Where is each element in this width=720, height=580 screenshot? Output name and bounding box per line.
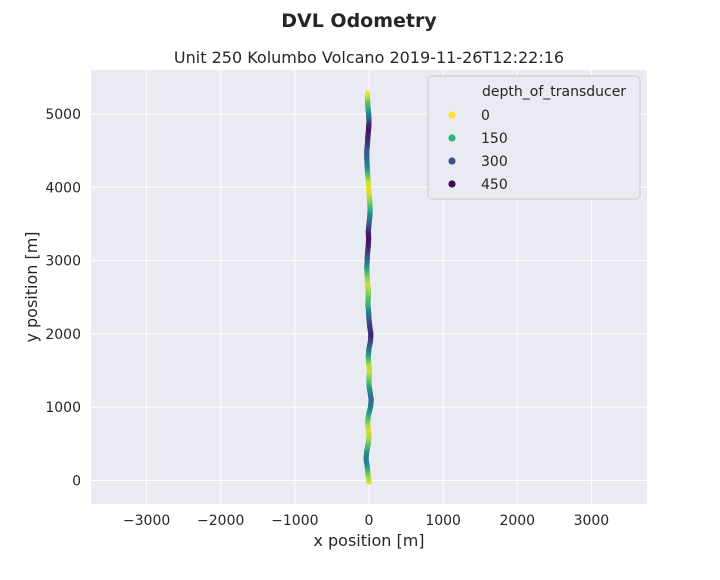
y-tick-labels: 0 1000 2000 3000 4000 5000: [45, 107, 81, 490]
legend-box: [427, 75, 641, 200]
y-tick-label: 0: [72, 474, 81, 490]
x-tick-label: 0: [365, 513, 374, 529]
legend-label: 450: [481, 177, 508, 193]
y-tick-label: 1000: [45, 400, 81, 416]
track-point: [364, 90, 371, 97]
legend-label: 0: [481, 108, 490, 124]
legend-label: 150: [481, 131, 508, 147]
y-axis-label: y position [m]: [22, 231, 41, 342]
track-points: [363, 90, 374, 485]
chart-title: Unit 250 Kolumbo Volcano 2019-11-26T12:2…: [174, 48, 564, 67]
x-tick-label: 2000: [499, 513, 535, 529]
legend-marker: [448, 134, 456, 142]
legend-marker: [448, 111, 456, 119]
x-tick-label: −1000: [271, 513, 318, 529]
legend-title: depth_of_transducer: [482, 84, 626, 100]
y-tick-label: 2000: [45, 327, 81, 343]
legend-marker: [448, 180, 456, 188]
x-tick-label: −3000: [123, 513, 170, 529]
legend-label: 300: [481, 154, 508, 170]
x-tick-labels: −3000 −2000 −1000 0 1000 2000 3000: [123, 513, 609, 529]
legend-entries: 0 150 300 450: [448, 108, 508, 193]
x-tick-label: 3000: [574, 513, 610, 529]
y-tick-label: 3000: [45, 254, 81, 270]
x-axis-label: x position [m]: [313, 531, 424, 550]
legend: depth_of_transducer 0 150 300 450: [427, 75, 641, 200]
chart-suptitle: DVL Odometry: [281, 10, 437, 32]
y-tick-label: 4000: [45, 180, 81, 196]
legend-marker: [448, 157, 456, 165]
x-tick-label: −2000: [197, 513, 244, 529]
y-tick-label: 5000: [45, 107, 81, 123]
x-tick-label: 1000: [425, 513, 461, 529]
